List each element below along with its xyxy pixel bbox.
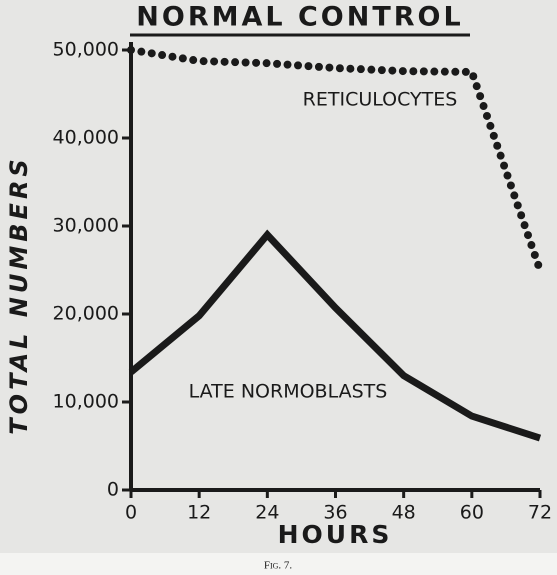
y-tick-label: 30,000 [53, 215, 119, 237]
y-tick-label: 40,000 [53, 127, 119, 149]
x-tick-label: 48 [392, 502, 416, 524]
caption: Fig. 7. [264, 560, 293, 572]
y-tick-label: 50,000 [53, 39, 119, 61]
x-tick-label: 36 [323, 502, 347, 524]
x-tick-label: 24 [255, 502, 279, 524]
series-line [128, 229, 542, 442]
plate [0, 0, 557, 553]
series-label: LATE NORMOBLASTS [189, 381, 388, 403]
x-tick-label: 60 [460, 502, 484, 524]
x-tick-label: 12 [187, 502, 211, 524]
series-label: RETICULOCYTES [303, 89, 458, 111]
y-tick-label: 0 [107, 479, 119, 501]
chart-title: NORMAL CONTROL [136, 2, 463, 33]
y-tick-label: 10,000 [53, 391, 119, 413]
y-tick-label: 20,000 [53, 303, 119, 325]
x-tick-label: 72 [528, 502, 552, 524]
y-axis-label: TOTAL NUMBERS [5, 155, 33, 434]
x-axis-label: HOURS [278, 520, 393, 549]
x-tick-label: 0 [125, 502, 137, 524]
